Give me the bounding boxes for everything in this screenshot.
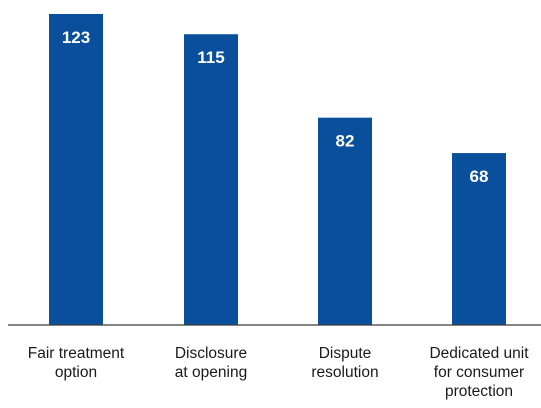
category-label-line: Dedicated unit <box>429 345 529 362</box>
bar-1 <box>49 14 103 325</box>
category-label: Dispute resolution <box>311 345 378 381</box>
category-label-line: resolution <box>311 364 378 381</box>
category-label-line: protection <box>445 383 513 400</box>
bar-3 <box>318 117 372 326</box>
bar-value-label: 82 <box>336 132 355 151</box>
category-label: Disclosure at opening <box>175 345 247 381</box>
category-label-line: Disclosure <box>175 345 247 362</box>
bar-value-label: 123 <box>62 28 90 47</box>
bar-value-label: 68 <box>470 167 489 186</box>
category-label: Dedicated unit for consumer protection <box>429 345 529 400</box>
bars-layer: 123 115 82 68 <box>49 14 506 326</box>
bar-4 <box>452 153 506 325</box>
category-label-line: option <box>55 364 97 381</box>
category-labels: Fair treatment option Disclosure at opening… <box>28 345 529 400</box>
category-label-line: Dispute <box>319 345 372 362</box>
category-label: Fair treatment option <box>28 345 125 381</box>
bar-2 <box>184 34 238 326</box>
category-label-line: for consumer <box>434 364 524 381</box>
category-label-line: at opening <box>175 364 247 381</box>
category-label-line: Fair treatment <box>28 345 125 362</box>
bar-value-label: 115 <box>197 48 224 67</box>
